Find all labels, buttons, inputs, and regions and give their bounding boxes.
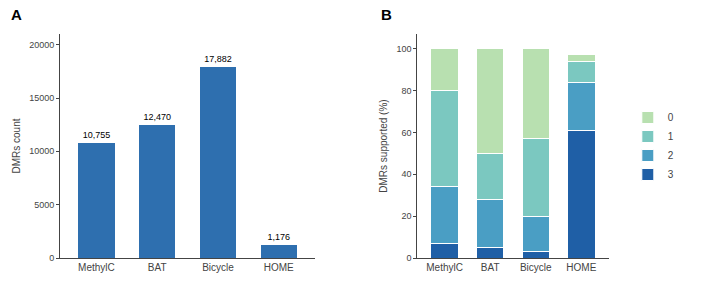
svg-text:0: 0 [49,253,54,263]
svg-text:DMRs count: DMRs count [11,118,22,173]
svg-text:DMRs supported (%): DMRs supported (%) [378,99,389,192]
svg-text:3: 3 [668,169,674,180]
svg-text:5000: 5000 [34,200,54,210]
svg-text:HOME: HOME [264,262,294,273]
svg-text:15000: 15000 [29,93,54,103]
svg-text:BAT: BAT [481,262,500,273]
svg-text:2: 2 [668,150,674,161]
svg-text:Bicycle: Bicycle [202,262,234,273]
svg-text:HOME: HOME [566,262,596,273]
svg-text:60: 60 [401,128,411,138]
svg-text:17,882: 17,882 [204,54,232,64]
svg-text:BAT: BAT [148,262,167,273]
svg-text:MethylC: MethylC [78,262,115,273]
svg-text:40: 40 [401,169,411,179]
svg-text:B: B [381,6,392,23]
svg-text:20000: 20000 [29,40,54,50]
svg-text:MethylC: MethylC [426,262,463,273]
svg-text:20: 20 [401,211,411,221]
svg-text:1: 1 [668,131,674,142]
svg-text:10000: 10000 [29,146,54,156]
svg-text:0: 0 [668,112,674,123]
svg-text:12,470: 12,470 [143,112,171,122]
svg-text:Bicycle: Bicycle [520,262,552,273]
svg-text:A: A [11,6,22,23]
svg-text:0: 0 [406,253,411,263]
svg-text:10,755: 10,755 [83,130,111,140]
svg-text:1,176: 1,176 [267,232,290,242]
svg-text:100: 100 [396,44,411,54]
svg-text:80: 80 [401,86,411,96]
